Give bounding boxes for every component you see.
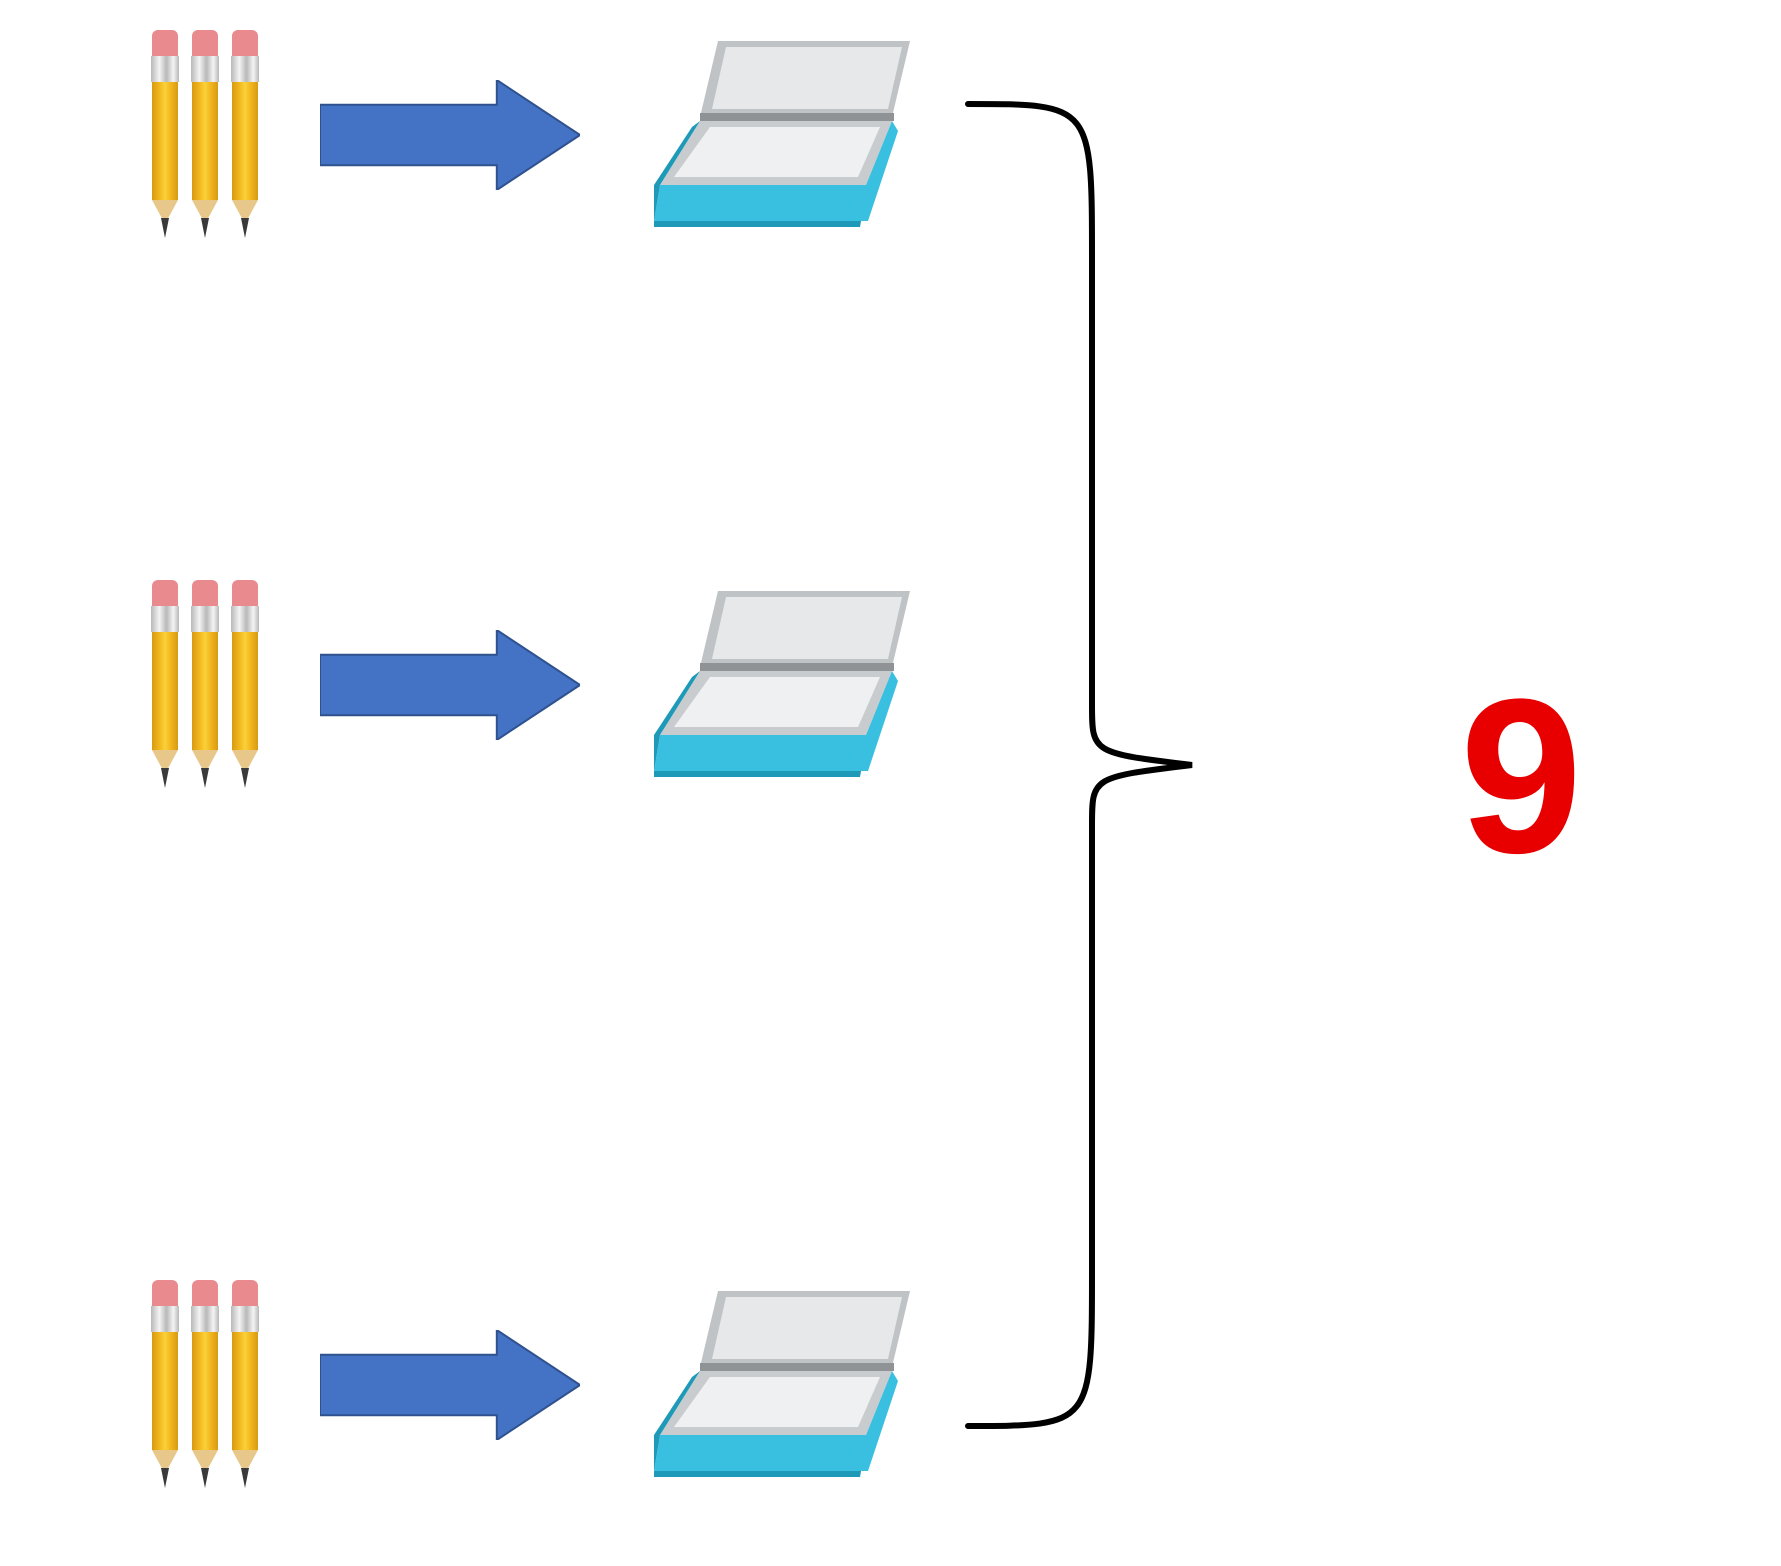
pencil-icon	[149, 1280, 181, 1490]
arrow-icon	[320, 1330, 580, 1440]
pencil-case-icon	[630, 35, 930, 235]
pencil-icon	[229, 1280, 261, 1490]
pencil-icon	[149, 30, 181, 240]
pencil-group	[130, 1280, 280, 1490]
pencil-icon	[189, 1280, 221, 1490]
pencil-icon	[229, 30, 261, 240]
pencil-group	[130, 580, 280, 790]
arrow-icon	[320, 630, 580, 740]
pencil-icon	[149, 580, 181, 790]
diagram-stage: 9	[0, 0, 1781, 1566]
pencil-icon	[189, 30, 221, 240]
pencil-case-icon	[630, 1285, 930, 1485]
pencil-icon	[189, 580, 221, 790]
pencil-icon	[229, 580, 261, 790]
diagram-row	[130, 20, 930, 250]
grouping-brace	[960, 100, 1200, 1430]
result-number: 9	[1460, 650, 1582, 903]
diagram-row	[130, 1270, 930, 1500]
diagram-row	[130, 570, 930, 800]
arrow-icon	[320, 80, 580, 190]
pencil-group	[130, 30, 280, 240]
pencil-case-icon	[630, 585, 930, 785]
